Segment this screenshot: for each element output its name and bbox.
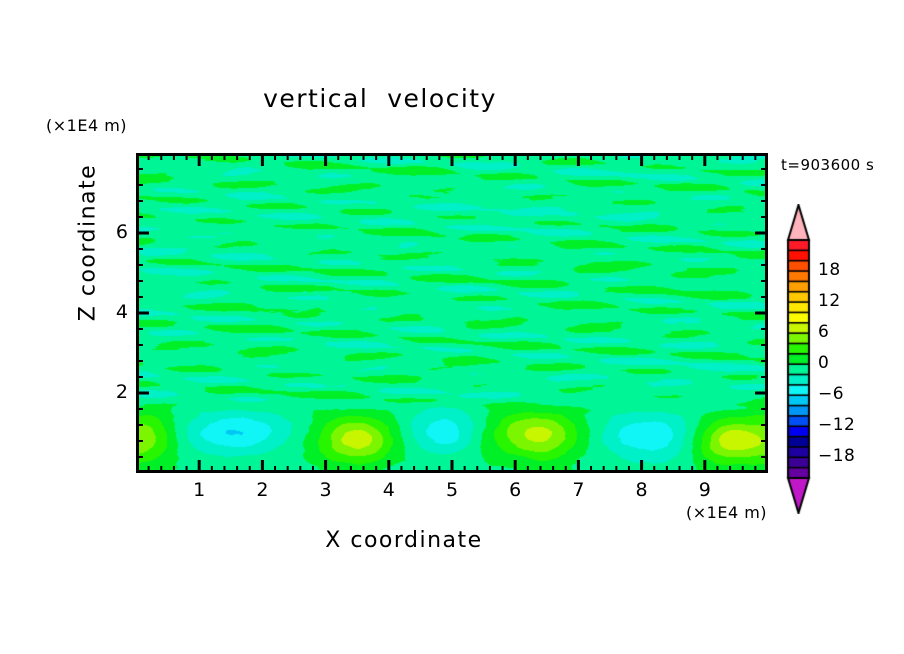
colorbar-tick-label: −6 [818,384,845,405]
x-axis-title-text: X coordinate [325,528,483,553]
y-tick-label: 4 [115,301,128,323]
page-title: vertical velocity [263,84,497,113]
x-axis-unit-label: (×1E4 m) [686,503,768,522]
contour-field-canvas [136,153,768,473]
colorbar-gradient [782,204,818,514]
x-tick-label: 6 [509,479,522,501]
colorbar-tick-label: 18 [818,260,841,281]
contour-plot-area[interactable] [136,153,768,473]
x-tick-label: 5 [445,479,459,501]
x-tick-label: 3 [319,479,332,501]
y-axis-unit-label: (×1E4 m) [46,116,128,135]
x-tick-label: 9 [698,479,711,501]
y-tick-label: 6 [115,221,128,243]
colorbar-tick-label: 12 [818,291,841,312]
colorbar-tick-label: 0 [818,353,830,374]
x-tick-label: 8 [635,479,648,501]
timestamp-annotation: t=903600 s [781,156,875,174]
x-tick-label: 7 [572,479,585,501]
x-tick-label: 1 [193,479,206,501]
colorbar-tick-label: 6 [818,322,830,343]
y-tick-label: 2 [115,381,128,403]
x-tick-label: 2 [256,479,269,501]
colorbar[interactable]: 18 12 6 0 −6 −12 −18 [782,204,855,514]
x-axis-title: X coordinate [0,528,904,553]
x-tick-label: 4 [382,479,395,501]
colorbar-tick-label: −12 [818,415,856,436]
colorbar-tick-label: −18 [818,446,856,467]
